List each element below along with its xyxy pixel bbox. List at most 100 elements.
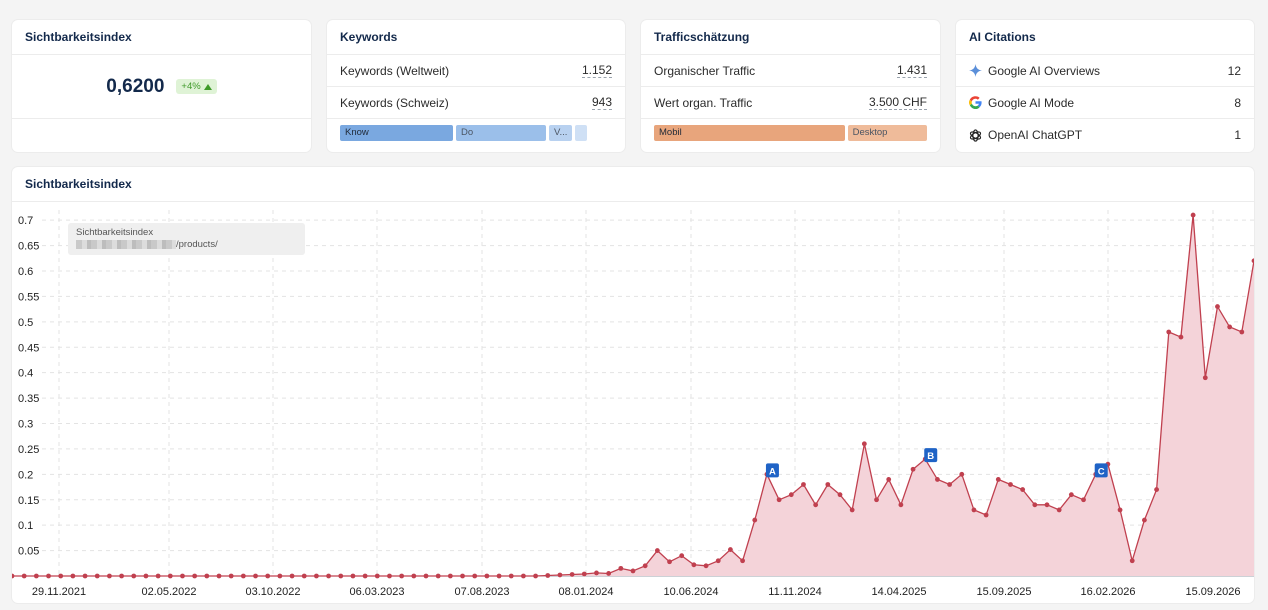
y-tick-label: 0.6 bbox=[18, 266, 33, 278]
data-point bbox=[1202, 375, 1208, 381]
y-tick-label: 0.2 bbox=[18, 469, 33, 481]
keywords-card: Keywords Keywords (Weltweit) 1.152 Keyword… bbox=[327, 20, 625, 152]
device-segment[interactable]: Desktop bbox=[847, 125, 927, 141]
data-point bbox=[947, 482, 952, 487]
ai-citation-row[interactable]: Google AI Overviews 12 bbox=[956, 55, 1254, 87]
data-point bbox=[1227, 324, 1233, 330]
data-point bbox=[1129, 558, 1135, 564]
visibility-change: +4% bbox=[181, 81, 201, 92]
arrow-up-icon bbox=[203, 83, 212, 90]
data-point bbox=[508, 573, 514, 579]
data-point bbox=[484, 573, 490, 579]
search-intent-bar: Know Do V... bbox=[327, 119, 625, 141]
data-point bbox=[167, 573, 173, 579]
event-marker[interactable]: B bbox=[924, 448, 938, 463]
traffic-row[interactable]: Wert organ. Traffic 3.500 CHF bbox=[641, 87, 940, 119]
data-point bbox=[240, 573, 246, 579]
ai-citation-row-value[interactable]: 8 bbox=[1234, 95, 1241, 110]
device-share-bar: Mobil Desktop bbox=[641, 119, 940, 141]
traffic-row-value[interactable]: 3.500 CHF bbox=[868, 94, 927, 110]
data-point bbox=[801, 482, 806, 487]
chart-title: Sichtbarkeitsindex bbox=[12, 167, 1254, 202]
series-area bbox=[12, 215, 1254, 576]
data-point bbox=[959, 471, 965, 477]
keywords-row-value[interactable]: 1.152 bbox=[581, 62, 612, 78]
y-tick-label: 0.55 bbox=[18, 291, 39, 303]
data-point bbox=[70, 573, 76, 579]
visibility-chart[interactable]: 0.05 0.1 0.15 0.2 0.25 0.3 0.35 0.4 0.45 0.5 0.55 0… bbox=[12, 202, 1254, 603]
data-point bbox=[630, 568, 636, 574]
x-tick-label: 03.10.2022 bbox=[245, 586, 300, 598]
y-tick-label: 0.05 bbox=[18, 546, 39, 558]
data-point bbox=[253, 573, 258, 579]
data-point bbox=[472, 573, 478, 579]
data-point bbox=[679, 553, 685, 559]
data-point bbox=[374, 573, 380, 579]
ai-citations-card: AI Citations Google AI Overviews 12 Google… bbox=[956, 20, 1254, 152]
ai-citation-row[interactable]: OpenAI ChatGPT 1 bbox=[956, 119, 1254, 151]
data-point bbox=[752, 517, 758, 523]
keywords-row[interactable]: Keywords (Weltweit) 1.152 bbox=[327, 55, 625, 87]
ai-citation-row-label: OpenAI ChatGPT bbox=[969, 128, 1234, 142]
traffic-row-label-text: Wert organ. Traffic bbox=[654, 95, 753, 110]
data-point bbox=[387, 573, 392, 579]
traffic-row-label-text: Organischer Traffic bbox=[654, 63, 756, 78]
data-point bbox=[874, 497, 879, 503]
y-tick-label: 0.65 bbox=[18, 241, 39, 253]
data-point bbox=[569, 572, 575, 577]
keywords-row[interactable]: Keywords (Schweiz) 943 bbox=[327, 87, 625, 119]
data-point bbox=[180, 573, 185, 579]
blurred-domain bbox=[76, 239, 176, 249]
data-point bbox=[228, 573, 234, 579]
keywords-card-title: Keywords bbox=[327, 20, 625, 55]
data-point bbox=[849, 507, 855, 513]
ai-citation-row-label: Google AI Overviews bbox=[969, 64, 1228, 78]
x-tick-label: 15.09.2025 bbox=[976, 586, 1031, 598]
keywords-row-label-text: Keywords (Weltweit) bbox=[340, 63, 450, 78]
x-tick-label: 06.03.2023 bbox=[349, 586, 404, 598]
data-point bbox=[58, 573, 64, 579]
event-marker[interactable]: C bbox=[1094, 463, 1108, 478]
data-point bbox=[338, 573, 344, 579]
keywords-row-value[interactable]: 943 bbox=[591, 94, 612, 110]
data-point bbox=[1166, 329, 1172, 335]
data-point bbox=[813, 502, 819, 508]
data-point bbox=[496, 573, 502, 579]
data-point bbox=[861, 441, 867, 447]
data-point bbox=[1251, 258, 1254, 264]
event-marker-box bbox=[924, 448, 938, 463]
data-point bbox=[825, 482, 831, 487]
data-point bbox=[94, 573, 100, 579]
data-point bbox=[618, 565, 624, 571]
intent-segment[interactable]: Know bbox=[340, 125, 453, 141]
data-point bbox=[143, 573, 149, 579]
event-marker[interactable]: A bbox=[765, 463, 779, 478]
ai-citation-row-value[interactable]: 1 bbox=[1234, 128, 1241, 142]
event-marker-label: C bbox=[1098, 466, 1105, 477]
data-point bbox=[728, 547, 733, 552]
intent-segment[interactable]: Do bbox=[456, 125, 546, 141]
data-point bbox=[1081, 497, 1086, 503]
event-marker-label: B bbox=[927, 451, 934, 462]
device-segment[interactable]: Mobil bbox=[654, 125, 845, 141]
y-tick-label: 0.5 bbox=[18, 317, 33, 329]
x-tick-label: 10.06.2024 bbox=[663, 586, 718, 598]
traffic-row[interactable]: Organischer Traffic 1.431 bbox=[641, 55, 940, 87]
ai-citations-card-title: AI Citations bbox=[956, 20, 1254, 55]
intent-segment[interactable] bbox=[575, 125, 587, 141]
y-tick-label: 0.1 bbox=[18, 520, 33, 532]
data-point bbox=[1044, 502, 1050, 508]
data-point bbox=[1032, 502, 1038, 508]
data-point bbox=[740, 558, 745, 564]
data-point bbox=[557, 572, 563, 578]
ai-citation-row-value[interactable]: 12 bbox=[1227, 63, 1241, 78]
data-point bbox=[1190, 212, 1196, 218]
ai-citation-row[interactable]: Google AI Mode 8 bbox=[956, 87, 1254, 119]
data-point bbox=[1178, 334, 1184, 340]
traffic-row-value[interactable]: 1.431 bbox=[896, 62, 927, 78]
intent-segment[interactable]: V... bbox=[549, 125, 572, 141]
data-point bbox=[1056, 507, 1062, 513]
data-point bbox=[12, 573, 15, 579]
data-point bbox=[581, 571, 587, 577]
data-point bbox=[301, 573, 307, 579]
